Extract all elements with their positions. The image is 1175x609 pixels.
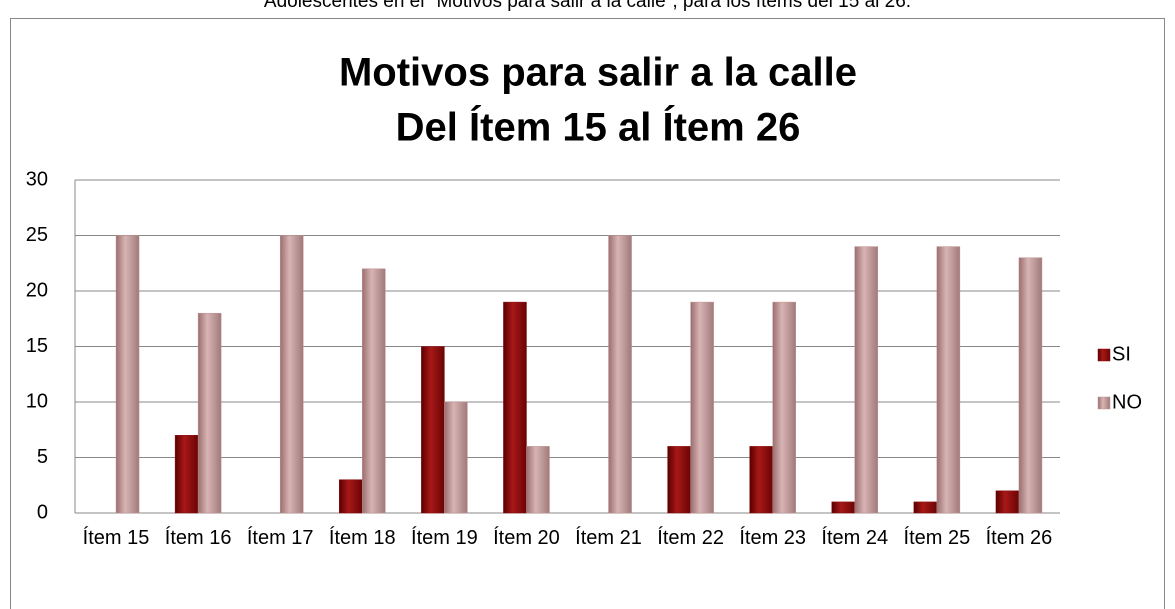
x-tick-label: Ítem 17 <box>246 527 314 549</box>
x-tick-label: Ítem 21 <box>575 527 642 549</box>
caption: Adolescentes en el "Motivos para salir a… <box>263 0 912 12</box>
y-tick-label: 20 <box>26 279 48 301</box>
bar <box>421 346 445 514</box>
legend-label: SI <box>1112 343 1131 365</box>
y-tick-label: 10 <box>26 390 48 412</box>
chart-title: Motivos para salir a la calle <box>339 51 857 95</box>
bar <box>444 401 468 514</box>
bar <box>831 501 856 514</box>
y-tick-label: 5 <box>37 446 48 468</box>
x-tick-label: Ítem 26 <box>985 527 1053 549</box>
x-tick-label: Ítem 16 <box>164 527 232 549</box>
x-tick-label: Ítem 15 <box>82 527 150 549</box>
x-tick-label: Ítem 24 <box>821 527 889 549</box>
bar <box>749 446 773 514</box>
bar <box>174 435 199 514</box>
bar <box>995 490 1020 514</box>
y-tick-label: 25 <box>26 224 48 246</box>
chart-title: Del Ítem 15 al Ítem 26 <box>396 105 801 150</box>
bar <box>608 235 632 514</box>
bar <box>667 446 691 514</box>
bar <box>503 301 527 514</box>
bar <box>772 301 796 514</box>
y-tick-label: 30 <box>26 168 48 190</box>
bar <box>1018 257 1043 514</box>
bar <box>339 479 363 514</box>
legend-swatch <box>1097 348 1111 362</box>
bar <box>690 301 714 514</box>
legend-swatch <box>1097 396 1111 410</box>
x-tick-label: Ítem 25 <box>903 527 971 549</box>
bar <box>115 235 140 514</box>
x-tick-label: Ítem 18 <box>328 527 396 549</box>
x-tick-label: Ítem 20 <box>493 527 560 549</box>
bar <box>936 246 961 514</box>
bar <box>197 312 222 514</box>
y-tick-label: 0 <box>37 501 48 523</box>
bar <box>854 246 879 514</box>
y-tick-label: 15 <box>26 335 48 357</box>
bar <box>362 268 386 514</box>
chart-border <box>10 18 1165 609</box>
x-tick-label: Ítem 22 <box>657 527 724 549</box>
x-tick-label: Ítem 19 <box>411 527 478 549</box>
x-tick-label: Ítem 23 <box>739 527 807 549</box>
legend-label: NO <box>1112 391 1142 413</box>
bar <box>526 446 550 514</box>
bar <box>279 235 304 514</box>
bar <box>913 501 938 514</box>
